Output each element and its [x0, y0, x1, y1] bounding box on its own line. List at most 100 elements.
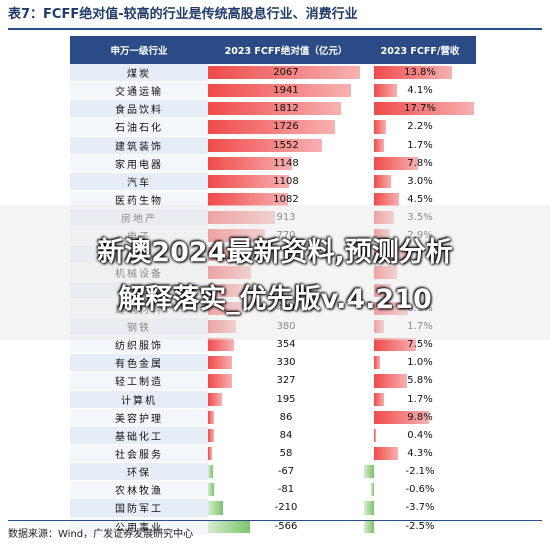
table-row: 食品饮料 1812 17.7%: [70, 99, 476, 118]
industry-cell: 煤炭: [70, 64, 208, 82]
fcff-bar: [208, 483, 214, 497]
table-header: 申万一级行业 2023 FCFF绝对值（亿元） 2023 FCFF/营收: [70, 36, 476, 64]
fcff-cell: 1082: [208, 190, 364, 209]
fcff-cell: 327: [208, 372, 364, 390]
fcff-bar: [208, 374, 233, 388]
ratio-bar: [374, 428, 377, 442]
ratio-value: -3.7%: [405, 502, 435, 514]
ratio-value: 13.8%: [404, 67, 436, 79]
fcff-cell: 84: [208, 426, 364, 444]
fcff-value: 1726: [273, 121, 299, 133]
source-note: 数据来源：Wind，广发证券发展研究中心: [8, 529, 194, 540]
fcff-value: 354: [276, 339, 296, 351]
ratio-bar: [374, 156, 419, 170]
fcff-value: 1552: [273, 139, 299, 151]
table-row: 煤炭 2067 13.8%: [70, 64, 476, 82]
ratio-cell: 2.2%: [364, 118, 476, 136]
ratio-cell: 4.5%: [364, 190, 476, 209]
ratio-cell: -2.1%: [364, 463, 476, 481]
ratio-bar: [374, 374, 407, 388]
table-row: 纺织服饰 354 7.5%: [70, 335, 476, 354]
ratio-value: -0.6%: [405, 484, 435, 496]
ratio-value: 4.5%: [407, 194, 433, 206]
fcff-value: 84: [279, 429, 293, 441]
ratio-bar: [374, 192, 400, 207]
ratio-bar: [370, 483, 374, 497]
fcff-cell: -566: [208, 517, 364, 535]
table-row: 家用电器 1148 7.8%: [70, 153, 476, 172]
header-fcff-rev: 2023 FCFF/营收: [380, 46, 460, 57]
fcff-bar: [208, 446, 213, 461]
ratio-value: 2.2%: [407, 121, 433, 133]
table-row: 国防军工 -210 -3.7%: [70, 498, 476, 517]
fcff-cell: 86: [208, 408, 364, 426]
fcff-value: 1812: [273, 103, 299, 115]
ratio-cell: 4.1%: [364, 82, 476, 100]
fcff-value: -67: [277, 466, 295, 478]
ratio-value: 0.4%: [407, 429, 433, 441]
fcff-bar: [208, 138, 323, 152]
industry-cell: 计算机: [70, 390, 208, 408]
fcff-bar: [208, 338, 235, 352]
table-row: 美容护理 86 9.8%: [70, 407, 476, 426]
watermark-line-1: 新澳2024最新资料,预测分析: [97, 237, 453, 268]
table-row: 建筑装饰 1552 1.7%: [70, 135, 476, 154]
ratio-cell: 9.8%: [364, 408, 476, 426]
table-row: 农林牧渔 -81 -0.6%: [70, 480, 476, 499]
fcff-cell: 330: [208, 354, 364, 372]
ratio-value: 1.7%: [407, 139, 433, 151]
ratio-cell: 1.7%: [364, 390, 476, 408]
fcff-cell: 58: [208, 444, 364, 463]
fcff-value: 330: [276, 357, 296, 369]
table-row: 汽车 1108 3.0%: [70, 171, 476, 190]
ratio-value: -2.1%: [405, 466, 435, 478]
industry-cell: 石油石化: [70, 118, 208, 136]
table-row: 医药生物 1082 4.5%: [70, 189, 476, 209]
title-rule: [8, 28, 542, 30]
fcff-cell: 1941: [208, 82, 364, 100]
fcff-value: 1941: [273, 85, 299, 97]
fcff-cell: -67: [208, 463, 364, 481]
table-row: 社会服务 58 4.3%: [70, 443, 476, 463]
fcff-cell: -210: [208, 499, 364, 517]
source-rule: [8, 520, 542, 521]
industry-cell: 环保: [70, 463, 208, 481]
industry-cell: 国防军工: [70, 499, 208, 517]
fcff-cell: 2067: [208, 64, 364, 82]
ratio-cell: 1.0%: [364, 354, 476, 372]
watermark-band: [0, 205, 550, 340]
fcff-cell: 1148: [208, 154, 364, 172]
fcff-value: 1148: [273, 157, 299, 169]
ratio-bar: [364, 465, 374, 479]
fcff-bar: [208, 428, 215, 442]
fcff-cell: 1552: [208, 136, 364, 154]
ratio-value: 4.3%: [407, 448, 433, 460]
table-row: 公用事业 -566 -2.5%: [70, 516, 476, 535]
ratio-cell: 1.7%: [364, 136, 476, 154]
fcff-value: -210: [274, 502, 298, 514]
fcff-cell: -81: [208, 481, 364, 499]
industry-cell: 社会服务: [70, 444, 208, 463]
ratio-bar: [364, 501, 374, 515]
ratio-bar: [374, 338, 417, 352]
fcff-value: 1108: [273, 175, 299, 187]
table-row: 环保 -67 -2.1%: [70, 462, 476, 481]
ratio-cell: -3.7%: [364, 499, 476, 517]
ratio-bar: [374, 356, 380, 370]
fcff-bar: [208, 192, 288, 207]
industry-cell: 汽车: [70, 172, 208, 190]
table-row: 计算机 195 1.7%: [70, 389, 476, 408]
ratio-cell: -2.5%: [364, 517, 476, 535]
ratio-cell: 7.8%: [364, 154, 476, 172]
header-industry: 申万一级行业: [110, 46, 168, 57]
ratio-value: 17.7%: [404, 103, 436, 115]
industry-cell: 有色金属: [70, 354, 208, 372]
ratio-cell: 17.7%: [364, 100, 476, 118]
fcff-value: 195: [276, 393, 296, 405]
fcff-value: 2067: [273, 67, 299, 79]
ratio-bar: [364, 519, 374, 533]
fcff-value: 327: [276, 375, 296, 387]
ratio-bar: [374, 120, 387, 134]
ratio-bar: [374, 392, 384, 406]
fcff-bar: [208, 465, 213, 479]
